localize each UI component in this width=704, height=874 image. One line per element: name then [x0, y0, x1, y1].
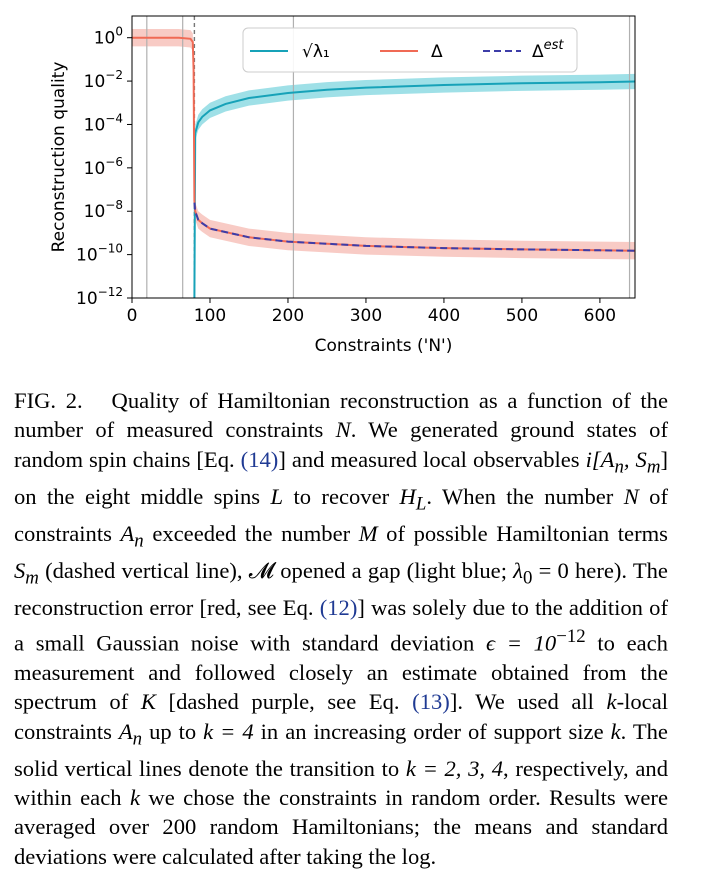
caption-math: S — [14, 557, 26, 583]
figure-label: FIG. 2. — [14, 388, 83, 413]
caption-text: exceeded the number — [152, 520, 351, 546]
caption-math: m — [25, 567, 39, 589]
caption-text: to each measurement and followed closely… — [14, 630, 668, 715]
caption-math: L — [415, 493, 427, 515]
caption-text: . We generated ground states of random s… — [14, 417, 668, 472]
caption-text: ] and measured local observables — [278, 446, 580, 472]
y-tick-label: 10−8 — [84, 198, 123, 222]
caption-math: i[A — [585, 446, 615, 472]
caption-text: we chose the constraints in random order… — [14, 784, 668, 869]
caption-math: k — [606, 689, 617, 715]
caption-text: Quality of Hamiltonian reconstruction as… — [14, 388, 668, 443]
caption-math: n — [614, 456, 624, 478]
caption-text: -local constraints — [14, 689, 668, 744]
caption-text: opened a gap (light blue; — [280, 557, 507, 583]
caption-text: . The solid vertical lines denote the tr… — [14, 718, 668, 781]
legend-entry-label: Δest — [532, 38, 564, 62]
equation-ref-link[interactable]: (14) — [240, 446, 279, 472]
y-tick-label: 10−10 — [76, 242, 123, 266]
caption-text: ]. We used all — [449, 689, 594, 715]
x-tick-label: 100 — [194, 306, 226, 326]
plot-frame — [131, 15, 636, 299]
equation-ref-link[interactable]: (12) — [319, 594, 358, 620]
caption-math: L — [270, 483, 284, 509]
x-axis-label: Constraints ('N') — [315, 336, 453, 356]
caption-math: k = 2, 3, 4 — [405, 755, 504, 781]
legend: √λ₁ Δ Δest — [242, 27, 578, 73]
x-tick-label: 500 — [506, 306, 538, 326]
x-tick-label: 0 — [127, 306, 138, 326]
caption-text: of possible Hamiltonian terms — [386, 520, 668, 546]
y-tick-label: 10−6 — [84, 155, 123, 179]
x-tick-label: 200 — [272, 306, 304, 326]
caption-math: ϵ = 10 — [485, 630, 557, 656]
caption-text: of constraints — [14, 483, 668, 546]
caption-text: , respectively, and within each — [14, 755, 668, 810]
caption-text: [dashed purple, see Eq. — [168, 689, 400, 715]
caption-math: λ — [513, 557, 523, 583]
x-tick-label: 600 — [584, 306, 616, 326]
caption-math: 0 — [522, 567, 533, 589]
x-tick-label: 300 — [350, 306, 382, 326]
caption-text: on the eight middle spins — [14, 483, 261, 509]
caption-math: k — [610, 718, 621, 744]
series-line-2 — [193, 202, 635, 252]
y-tick-label: 10−12 — [76, 285, 123, 309]
y-tick-label: 100 — [94, 25, 123, 49]
caption-math: M — [358, 520, 378, 546]
figure-caption: FIG. 2. Quality of Hamiltonian reconstru… — [14, 386, 668, 871]
caption-text: in an increasing order of support size — [260, 718, 604, 744]
x-tick-label: 400 — [428, 306, 460, 326]
caption-math: −12 — [556, 625, 586, 647]
caption-math: N — [623, 483, 639, 509]
caption-math: N — [335, 417, 351, 443]
caption-math: 𝓜 — [248, 557, 275, 583]
y-axis-label: Reconstruction quality — [49, 62, 69, 253]
y-tick-label: 10−2 — [84, 68, 123, 92]
caption-math: K — [140, 689, 156, 715]
caption-math: n — [134, 530, 144, 552]
caption-math: A — [118, 718, 133, 744]
caption-math: H — [399, 483, 416, 509]
caption-text: here). The reconstruction error [red, se… — [14, 557, 668, 620]
caption-math: ] — [660, 446, 668, 472]
caption-math: , S — [623, 446, 647, 472]
caption-math: A — [120, 520, 135, 546]
series-line-0 — [193, 80, 635, 298]
legend-entry-label: √λ₁ — [302, 42, 330, 62]
equation-ref-link[interactable]: (13) — [412, 689, 450, 715]
caption-math: m — [646, 456, 661, 478]
reconstruction-quality-chart: 0 100 200 300 400 500 600 100 10−2 10−4 10−6 10−8 10… — [49, 15, 636, 356]
caption-math: = 0 — [532, 557, 569, 583]
caption-text: to recover — [293, 483, 390, 509]
legend-entry-label: Δ — [431, 42, 443, 62]
caption-text: ] was solely due to the addition of a sm… — [14, 594, 668, 656]
caption-math: k — [129, 784, 140, 810]
figure: 0 100 200 300 400 500 600 100 10−2 10−4 10−6 10−8 10… — [0, 0, 704, 380]
caption-text: up to — [149, 718, 197, 744]
series-band-0 — [195, 73, 635, 141]
caption-text: . When the number — [426, 483, 614, 509]
caption-text: (dashed vertical line), — [45, 557, 243, 583]
y-tick-label: 10−4 — [84, 111, 123, 135]
caption-math: k = 4 — [203, 718, 254, 744]
caption-math: n — [132, 728, 143, 750]
